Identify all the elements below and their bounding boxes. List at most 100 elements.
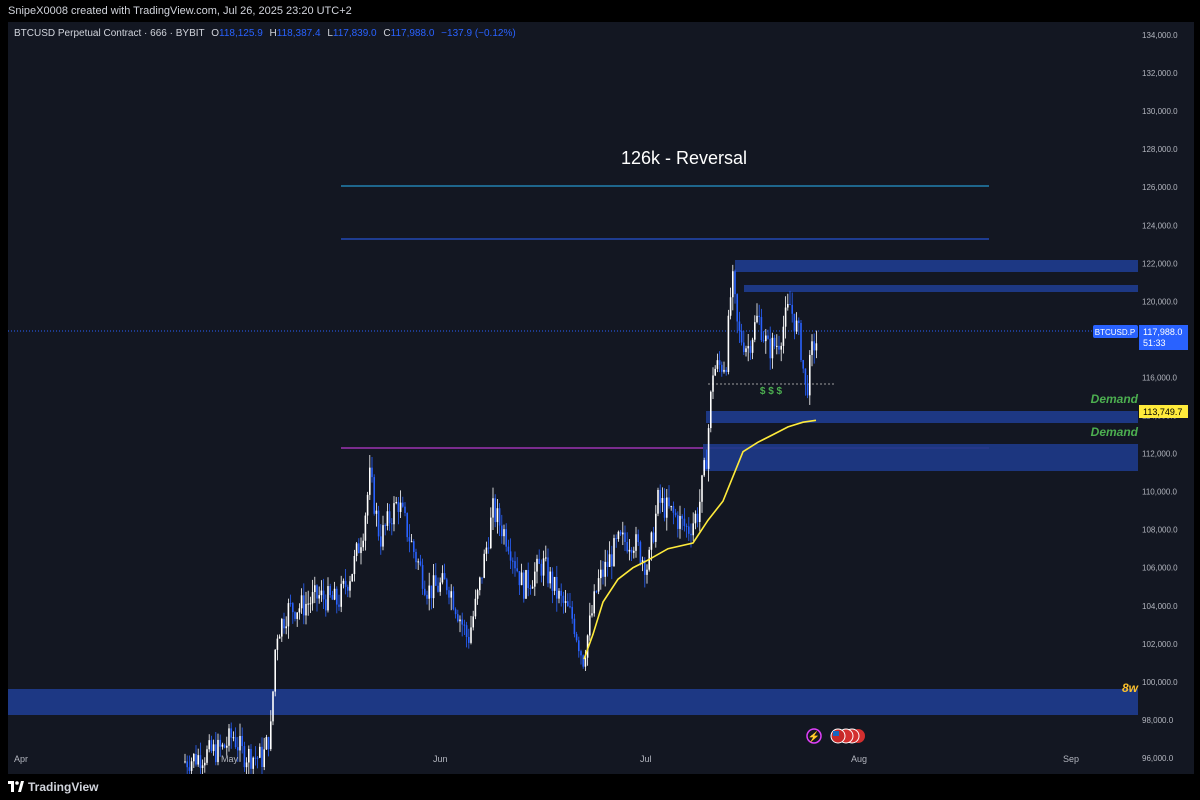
- candle-body: [630, 549, 633, 553]
- candle-body: [193, 754, 195, 762]
- candle-body: [773, 337, 776, 347]
- candle-body: [369, 467, 371, 495]
- candle-body: [303, 595, 305, 616]
- price-tick-label: 124,000.0: [1142, 221, 1178, 230]
- price-tick-label: 130,000.0: [1142, 107, 1178, 116]
- candle-body: [738, 321, 741, 331]
- candle-body: [496, 508, 499, 523]
- candle-body: [767, 335, 769, 339]
- candle-body: [534, 571, 536, 587]
- price-tick-label: 132,000.0: [1142, 69, 1178, 78]
- symbol-name[interactable]: BTCUSD Perpetual Contract · 666 · BYBIT: [14, 28, 205, 39]
- candle-body: [718, 360, 721, 365]
- supply-zone-1[interactable]: [735, 260, 1138, 272]
- demand-label-1[interactable]: Demand: [1091, 392, 1139, 406]
- demand-label-2[interactable]: Demand: [1091, 425, 1139, 439]
- candle-body: [402, 502, 404, 507]
- candle-body: [281, 619, 283, 637]
- price-tick-label: 102,000.0: [1142, 640, 1178, 649]
- candle-body: [212, 744, 215, 752]
- candle-body: [391, 523, 393, 525]
- candle-body: [382, 525, 384, 547]
- candle-body: [404, 506, 406, 513]
- candle-body: [657, 489, 659, 514]
- candle-body: [278, 636, 281, 639]
- low-label: L: [327, 28, 333, 39]
- candle-body: [380, 536, 382, 547]
- demand-zone-1[interactable]: [706, 411, 1138, 423]
- candle-body: [450, 591, 452, 598]
- candle-body: [289, 603, 292, 605]
- price-tick-label: 110,000.0: [1142, 488, 1178, 497]
- candle-body: [611, 554, 613, 567]
- candle-body: [248, 748, 250, 763]
- candle-body: [573, 618, 576, 635]
- candle-body: [668, 497, 670, 507]
- liquidity-label[interactable]: $ $ $: [760, 386, 783, 397]
- chart-panel[interactable]: BTCUSD Perpetual Contract · 666 · BYBIT …: [8, 22, 1194, 774]
- candle-body: [705, 460, 708, 469]
- candle-body: [769, 338, 771, 359]
- candle-body: [329, 586, 331, 596]
- price-tick-label: 112,000.0: [1142, 450, 1178, 459]
- weekly-label[interactable]: 8w: [1122, 681, 1139, 695]
- candle-body: [696, 513, 699, 522]
- tradingview-logo[interactable]: TradingView: [8, 780, 98, 794]
- price-tick-label: 122,000.0: [1142, 259, 1178, 268]
- candle-body: [674, 512, 677, 516]
- demand-zone-2[interactable]: [703, 444, 1138, 471]
- candle-body: [778, 345, 780, 350]
- price-tick-label: 98,000.0: [1142, 716, 1174, 725]
- candle-body: [723, 369, 725, 372]
- candle-body: [384, 525, 386, 527]
- candle-body: [318, 595, 320, 599]
- candle-body: [736, 294, 738, 322]
- time-axis-label: Apr: [14, 754, 28, 764]
- time-axis[interactable]: Apr May Jun Jul Aug Sep: [14, 754, 1079, 764]
- candle-body: [628, 549, 631, 552]
- candle-body: [338, 604, 340, 607]
- lightning-icon[interactable]: [806, 728, 822, 744]
- candle-body: [597, 578, 600, 592]
- candle-body: [342, 580, 345, 584]
- candle-body: [729, 297, 732, 316]
- candle-body: [465, 625, 468, 637]
- candle-body: [677, 515, 679, 529]
- candle-body: [501, 525, 503, 537]
- candle-body: [707, 428, 710, 469]
- candle-body: [787, 303, 789, 308]
- supply-zone-2[interactable]: [744, 285, 1138, 292]
- candle-body: [793, 313, 796, 332]
- price-axis[interactable]: [1138, 22, 1194, 774]
- reversal-title[interactable]: 126k - Reversal: [621, 148, 747, 168]
- candle-body: [322, 590, 325, 600]
- price-tick-label: 116,000.0: [1142, 373, 1178, 382]
- candle-body: [190, 761, 193, 771]
- candle-body: [439, 582, 441, 592]
- candle-body: [595, 591, 598, 593]
- candle-body: [263, 749, 265, 768]
- candle-body: [624, 532, 626, 542]
- candle-body: [366, 494, 369, 516]
- candle-body: [582, 655, 584, 667]
- price-chart[interactable]: 134,000.0 132,000.0 130,000.0 128,000.0 126,…: [8, 22, 1194, 774]
- candle-body: [296, 612, 298, 619]
- candle-body: [553, 576, 556, 591]
- candle-body: [685, 525, 688, 527]
- candle-body: [256, 757, 259, 759]
- candle-body: [663, 498, 666, 518]
- candlestick-series[interactable]: [184, 264, 818, 774]
- candle-body: [217, 739, 219, 763]
- candle-body: [571, 606, 573, 619]
- symbol-legend: BTCUSD Perpetual Contract · 666 · BYBIT …: [14, 28, 516, 39]
- candle-body: [287, 603, 290, 627]
- candle-body: [639, 542, 642, 564]
- event-icons[interactable]: ⚡: [806, 728, 865, 744]
- candle-body: [564, 601, 567, 603]
- price-tick-label: 104,000.0: [1142, 602, 1178, 611]
- weekly-zone[interactable]: [8, 689, 1138, 715]
- candle-body: [241, 736, 243, 747]
- moving-average-line[interactable]: [583, 419, 817, 660]
- candle-body: [646, 569, 648, 575]
- candle-body: [239, 736, 241, 751]
